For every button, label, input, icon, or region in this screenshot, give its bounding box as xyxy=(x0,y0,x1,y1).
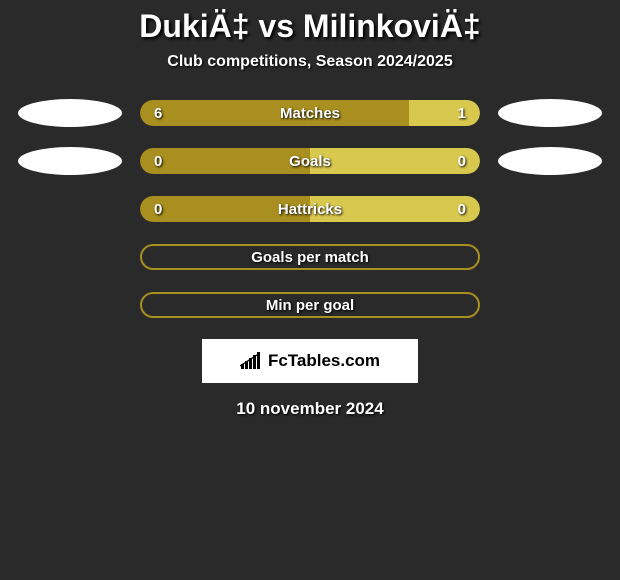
logo-inner: FcTables.com xyxy=(240,351,380,371)
comparison-infographic: DukiÄ‡ vs MilinkoviÄ‡ Club competitions,… xyxy=(0,0,620,419)
bar-fill-left xyxy=(140,100,409,126)
stat-label: Min per goal xyxy=(266,297,354,314)
stat-label: Matches xyxy=(280,105,340,122)
spacer xyxy=(18,291,122,319)
stat-value-left: 6 xyxy=(154,105,162,122)
spacer xyxy=(18,243,122,271)
stat-bar: Min per goal xyxy=(140,292,480,318)
stat-bar: 0 Hattricks 0 xyxy=(140,196,480,222)
stat-value-left: 0 xyxy=(154,201,162,218)
stat-row: 0 Hattricks 0 xyxy=(0,195,620,223)
logo-box: FcTables.com xyxy=(202,339,418,383)
player-marker-right xyxy=(498,147,602,175)
bar-fill-right xyxy=(310,148,480,174)
date-text: 10 november 2024 xyxy=(0,399,620,419)
stat-bar: 6 Matches 1 xyxy=(140,100,480,126)
stat-label: Hattricks xyxy=(278,201,342,218)
subtitle: Club competitions, Season 2024/2025 xyxy=(0,53,620,71)
stat-bar: 0 Goals 0 xyxy=(140,148,480,174)
player-marker-left xyxy=(18,99,122,127)
stat-row: Min per goal xyxy=(0,291,620,319)
spacer xyxy=(498,243,602,271)
player-marker-right xyxy=(498,99,602,127)
barchart-icon xyxy=(240,352,264,370)
page-title: DukiÄ‡ vs MilinkoviÄ‡ xyxy=(0,8,620,45)
stat-value-right: 0 xyxy=(458,153,466,170)
stats-rows: 6 Matches 1 0 Goals 0 0 Hattricks 0 Goals per mat… xyxy=(0,99,620,319)
spacer xyxy=(498,291,602,319)
stat-row: 6 Matches 1 xyxy=(0,99,620,127)
logo-text: FcTables.com xyxy=(268,351,380,371)
stat-bar: Goals per match xyxy=(140,244,480,270)
stat-label: Goals xyxy=(289,153,331,170)
bar-fill-left xyxy=(140,148,310,174)
stat-row: Goals per match xyxy=(0,243,620,271)
stat-label: Goals per match xyxy=(251,249,369,266)
stat-row: 0 Goals 0 xyxy=(0,147,620,175)
stat-value-right: 0 xyxy=(458,201,466,218)
stat-value-right: 1 xyxy=(458,105,466,122)
spacer xyxy=(498,195,602,223)
stat-value-left: 0 xyxy=(154,153,162,170)
player-marker-left xyxy=(18,147,122,175)
bar-fill-right xyxy=(409,100,480,126)
spacer xyxy=(18,195,122,223)
